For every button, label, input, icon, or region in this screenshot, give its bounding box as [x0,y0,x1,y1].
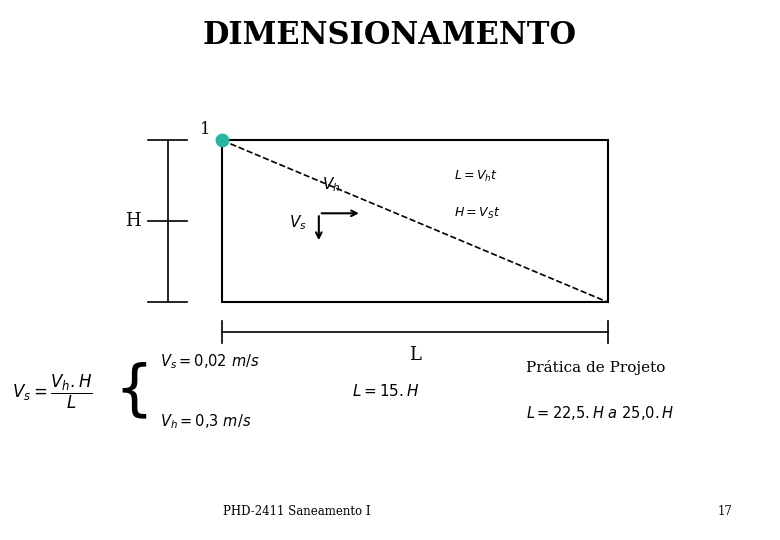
Text: $V_s$: $V_s$ [289,213,307,232]
Text: L: L [410,346,421,363]
Text: $L = 22{,}5.H\ a\ 25{,}0.H$: $L = 22{,}5.H\ a\ 25{,}0.H$ [526,404,675,422]
Text: H: H [125,212,140,231]
Text: PHD-2411 Saneamento I: PHD-2411 Saneamento I [222,505,370,518]
Text: $V_s = \dfrac{V_h.H}{L}$: $V_s = \dfrac{V_h.H}{L}$ [12,373,92,410]
Text: $L=V_h t$: $L=V_h t$ [454,168,498,184]
Text: 17: 17 [718,505,733,518]
Text: 1: 1 [200,121,211,138]
Text: Prática de Projeto: Prática de Projeto [526,360,666,375]
Text: DIMENSIONAMENTO: DIMENSIONAMENTO [203,19,577,51]
Text: $V_s = 0{,}02\ m/s$: $V_s = 0{,}02\ m/s$ [160,353,260,371]
Text: $L = 15.H$: $L = 15.H$ [353,383,420,400]
Text: $H=V_S t$: $H=V_S t$ [454,206,501,221]
Text: $\left\{\ \right.$: $\left\{\ \right.$ [115,361,147,422]
Text: $V_h$: $V_h$ [322,176,341,194]
Bar [222,140,608,302]
Text: $V_h = 0{,}3\ m/s$: $V_h = 0{,}3\ m/s$ [160,412,251,430]
